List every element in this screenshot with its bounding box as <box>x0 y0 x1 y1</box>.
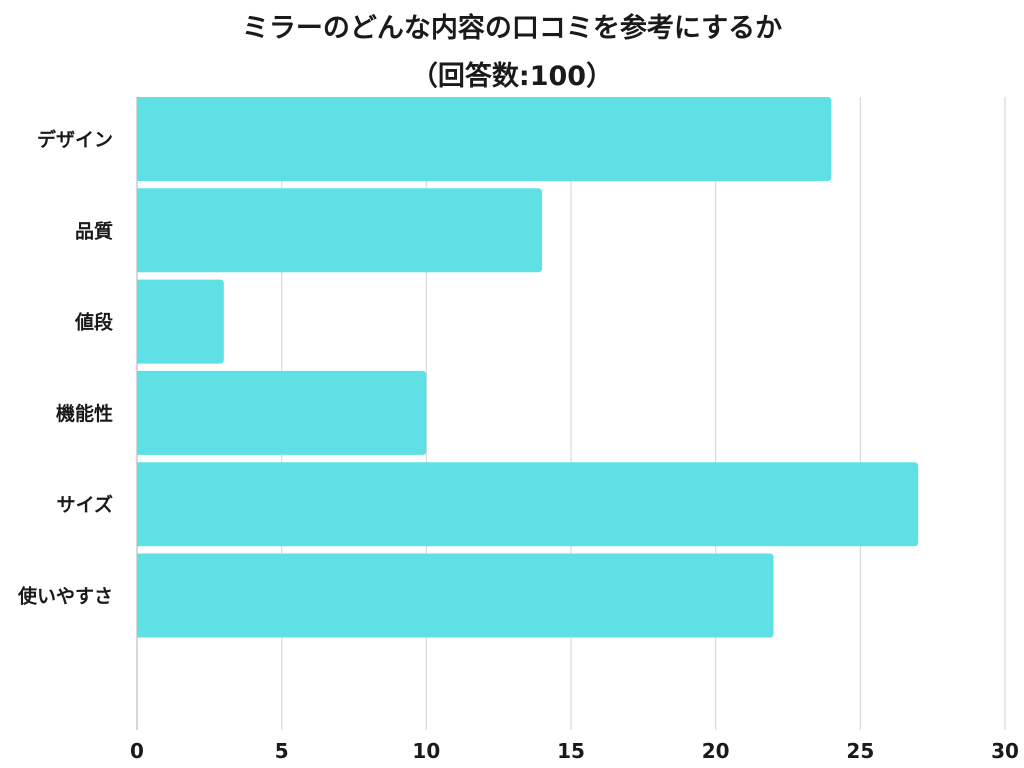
bar-1 <box>137 97 832 181</box>
bar-3 <box>137 279 224 364</box>
x-tick-label-0: 0 <box>130 739 144 763</box>
category-label-5: サイズ <box>57 493 113 516</box>
x-tick-label-15: 15 <box>557 739 585 763</box>
x-tick-label-10: 10 <box>412 739 440 763</box>
category-label-4: 機能性 <box>56 402 113 425</box>
x-tick-label-5: 5 <box>275 739 289 763</box>
x-tick-labels: 0 5 10 15 20 25 30 <box>130 739 1019 763</box>
category-label-3: 値段 <box>74 311 114 334</box>
x-tick-label-20: 20 <box>702 739 730 763</box>
bars <box>137 97 919 638</box>
bar-2 <box>137 188 543 273</box>
x-tick-label-30: 30 <box>991 739 1019 763</box>
category-label-2: 品質 <box>75 219 113 242</box>
chart-title: ミラーのどんな内容の口コミを参考にするか <box>241 13 783 44</box>
bar-5 <box>137 462 919 547</box>
bar-4 <box>137 370 427 455</box>
category-label-1: デザイン <box>37 128 113 151</box>
chart-subtitle: （回答数:100） <box>410 61 614 92</box>
bar-6 <box>137 553 774 638</box>
x-tick-label-25: 25 <box>846 739 874 763</box>
category-label-6: 使いやすさ <box>17 586 113 608</box>
